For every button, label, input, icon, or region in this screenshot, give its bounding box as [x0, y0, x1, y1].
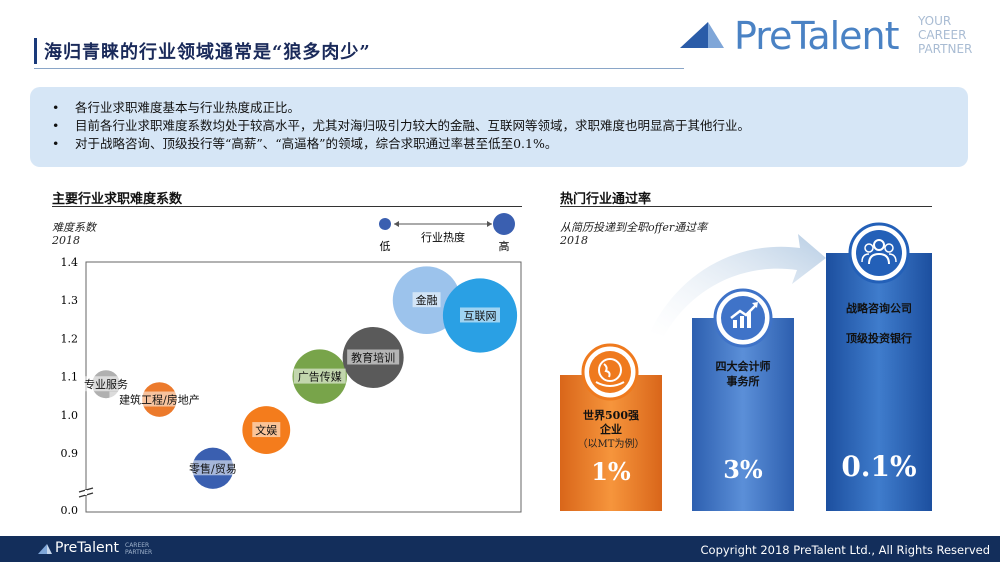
growth-chart-icon — [713, 288, 773, 348]
bubble-label: 零售/贸易 — [189, 461, 237, 475]
brand-name: PreTalent — [734, 14, 900, 58]
y-tick-label: 0.9 — [61, 447, 79, 460]
bar-label: 事务所 — [727, 374, 760, 388]
legend-low-label: 低 — [380, 240, 391, 253]
bubble-label-background — [293, 368, 346, 384]
bar-label: 战略咨询公司 — [846, 301, 912, 315]
y-tick-label: 0.0 — [61, 504, 79, 517]
bubble-label-background — [109, 391, 210, 407]
page-title: 海归青睐的行业领域通常是“狼多肉少” — [44, 42, 371, 63]
bubble-label: 文娱 — [255, 423, 277, 437]
footer-tagline: CAREER PARTNER — [125, 542, 153, 556]
legend-heat-label: 行业热度 — [421, 230, 465, 244]
bubble-label: 教育培训 — [351, 351, 395, 365]
y-axis-ticks: 1.4 1.3 1.2 1.1 1.0 0.9 0.0 — [61, 256, 79, 517]
heat-legend: 低 行业热度 高 — [379, 213, 515, 253]
bubble-label-background — [252, 422, 281, 438]
trend-arrow-icon — [650, 234, 826, 336]
footer-logo-icon — [38, 544, 52, 554]
bar-value: 3% — [723, 455, 763, 484]
legend-high-label: 高 — [499, 239, 510, 253]
y-tick-label: 1.4 — [61, 256, 79, 269]
pass-rate-note: 从简历投递到全职offer通过率 2018 — [560, 221, 708, 247]
brand-logo: PreTalent YOUR CAREER PARTNER — [678, 12, 988, 62]
people-group-icon — [848, 222, 910, 284]
bubble-label: 互联网 — [464, 309, 497, 322]
bar-label: 顶级投资银行 — [846, 331, 912, 345]
bubble-label: 建筑工程/房地产 — [119, 393, 200, 407]
bubble-label-background — [460, 307, 500, 323]
summary-point: 对于战略咨询、顶级投行等“高薪”、“高逼格”的领域，综合求职通过率甚至低至0.1… — [50, 135, 952, 153]
right-section-divider — [560, 206, 932, 207]
left-section-title: 主要行业求职难度系数 — [52, 192, 183, 207]
bubble-label-background — [347, 349, 400, 365]
summary-point: 各行业求职难度基本与行业热度成正比。 — [50, 99, 952, 117]
bar-label: 四大会计师 — [716, 359, 771, 373]
bubble-label: 专业服务 — [84, 377, 128, 391]
footer: PreTalent CAREER PARTNER Copyright 2018 … — [0, 536, 1000, 562]
y-tick-label: 1.2 — [61, 332, 79, 345]
y-tick-label: 1.3 — [61, 294, 79, 307]
bar-value: 1% — [591, 457, 631, 486]
axis-break-icon — [78, 487, 94, 498]
left-section-divider — [52, 206, 522, 207]
y-tick-label: 1.0 — [61, 409, 79, 422]
footer-brand: PreTalent — [55, 540, 119, 556]
bar-label: 企业 — [599, 422, 622, 436]
summary-point: 目前各行业求职难度系数均处于较高水平，尤其对海归吸引力较大的金融、互联网等领域，… — [50, 117, 952, 135]
bar-label: 世界500强 — [583, 408, 639, 422]
bar-sublabel: （以MT为例） — [578, 437, 645, 450]
y-tick-label: 1.1 — [61, 371, 79, 384]
bubble-label: 金融 — [416, 293, 438, 307]
bubble-label: 广告传媒 — [298, 371, 342, 384]
right-section-title: 热门行业通过率 — [560, 192, 652, 207]
bar-consulting-ib — [826, 253, 932, 511]
legend-high-bubble — [493, 213, 515, 235]
summary-box: 各行业求职难度基本与行业热度成正比。 目前各行业求职难度系数均处于较高水平，尤其… — [30, 87, 968, 167]
bar-big-four — [692, 318, 794, 511]
title-divider — [34, 68, 684, 69]
legend-low-bubble — [379, 218, 391, 230]
bubble-label-background — [412, 292, 441, 308]
logo-mark-icon — [680, 22, 724, 48]
brand-tagline: YOUR CAREER PARTNER — [918, 14, 973, 56]
bubble-label-background — [180, 460, 245, 476]
bubble-label-background — [80, 376, 132, 392]
bar-value: 0.1% — [841, 450, 916, 483]
title-accent-bar — [34, 38, 37, 64]
copyright: Copyright 2018 PreTalent Ltd., All Right… — [700, 543, 991, 557]
difficulty-axis-label: 难度系数 2018 — [52, 221, 96, 247]
globe-hand-icon — [581, 343, 639, 401]
